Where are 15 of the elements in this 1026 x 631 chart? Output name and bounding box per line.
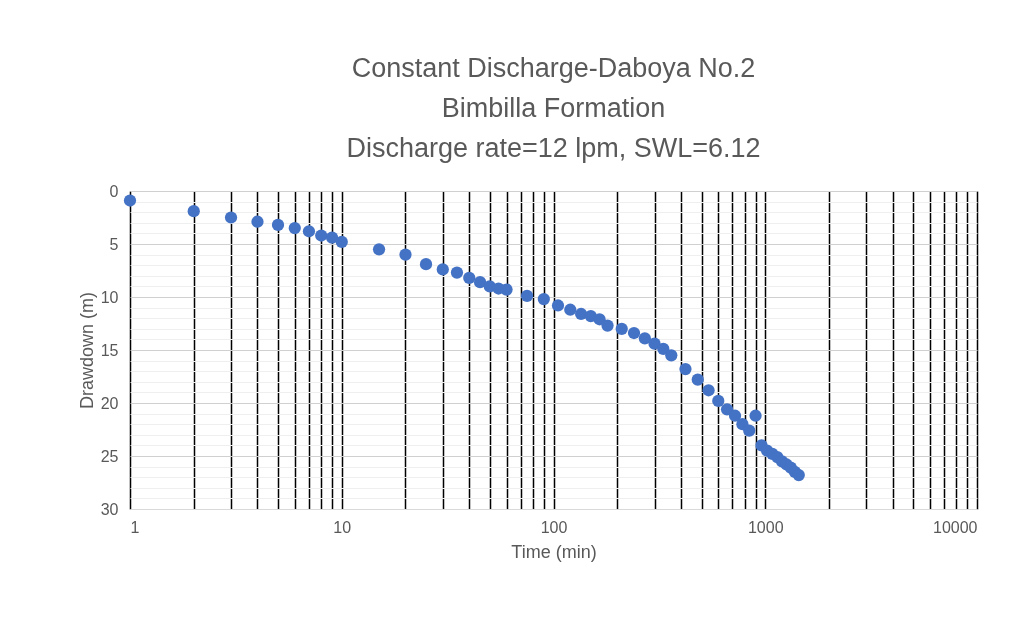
y-tick-label: 15: [100, 341, 119, 359]
y-tick-label: 20: [100, 394, 119, 412]
y-tick-label: 10: [100, 288, 119, 306]
y-tick-label: 0: [109, 182, 119, 200]
x-tick-label: 10000: [933, 518, 978, 536]
y-tick-label: 30: [100, 500, 119, 518]
chart-title: Constant Discharge-Daboya No.2 Bimbilla Formation Discharge rate=12 lpm, SWL=6.12: [346, 53, 761, 163]
x-axis-title: Time (min): [511, 541, 597, 562]
y-tick-label: 25: [100, 447, 119, 465]
y-tick-label: 5: [109, 235, 119, 253]
x-tick-label: 10: [333, 518, 352, 536]
y-axis-title: Drawdown (m): [76, 291, 97, 410]
x-tick-label: 1000: [747, 518, 784, 536]
x-tick-label: 100: [540, 518, 568, 536]
x-tick-label: 1: [130, 518, 140, 536]
